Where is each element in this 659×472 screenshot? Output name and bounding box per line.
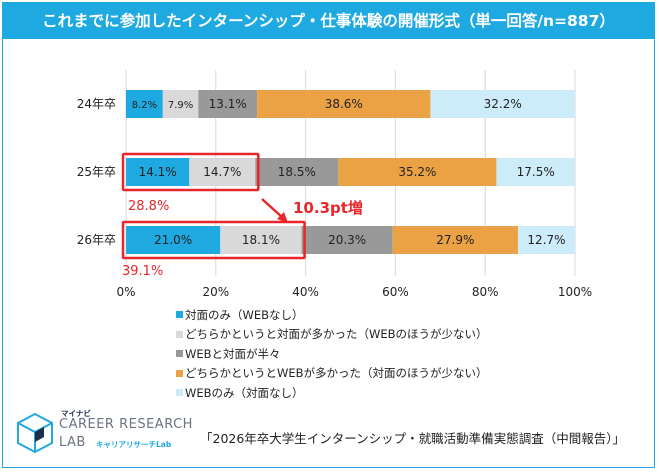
bar-segment	[126, 90, 163, 118]
legend-swatch	[176, 330, 183, 338]
logo-line2: LAB	[59, 435, 86, 450]
logo-subtitle: キャリアリサーチLab	[96, 440, 172, 449]
bar-segment	[162, 90, 199, 118]
x-tick-label: 40%	[292, 285, 319, 299]
data-label: 35.2%	[398, 165, 436, 179]
x-tick-label: 60%	[382, 285, 409, 299]
bar-segment	[430, 90, 575, 118]
bar-segment	[517, 226, 575, 254]
legend-swatch	[176, 389, 183, 397]
bar-segment	[392, 226, 518, 254]
legend-item: どちらかというと対面が多かった（WEBのほうが少ない）	[176, 325, 488, 345]
source-citation: 「2026年卒大学生インターンシップ・就職活動準備実態調査（中間報告）」	[200, 431, 625, 446]
legend-item: WEBのみ（対面なし）	[176, 383, 488, 403]
data-label: 13.1%	[209, 97, 247, 111]
legend-swatch	[176, 369, 183, 377]
legend-item: どちらかというとWEBが多かった（対面のほうが少ない）	[176, 364, 488, 384]
increase-label: 10.3pt増	[293, 199, 363, 217]
category-label: 24年卒	[77, 97, 116, 111]
highlight-box	[121, 220, 306, 260]
logo: マイナビ CAREER RESEARCH LAB キャリアリサーチLab	[14, 408, 214, 460]
legend-item: 対面のみ（WEBなし）	[176, 305, 488, 325]
increase-arrow	[261, 198, 284, 219]
increase-arrowhead	[277, 212, 288, 223]
bar-segment	[301, 226, 393, 254]
legend-label: WEBのみ（対面なし）	[185, 385, 304, 400]
legend-label: どちらかというと対面が多かった（WEBのほうが少ない）	[185, 327, 488, 342]
data-label: 18.5%	[278, 165, 316, 179]
category-label: 25年卒	[77, 165, 116, 179]
category-label: 26年卒	[77, 233, 116, 247]
bar-segment	[338, 158, 497, 186]
highlight-box	[121, 152, 260, 192]
data-label: 14.7%	[203, 165, 241, 179]
data-label: 27.9%	[436, 233, 474, 247]
bar-segment	[220, 226, 302, 254]
cube-logo-icon	[17, 412, 53, 454]
data-label: 18.1%	[242, 233, 280, 247]
x-tick-label: 80%	[472, 285, 499, 299]
x-tick-label: 20%	[202, 285, 229, 299]
legend-swatch	[176, 350, 183, 358]
legend-label: どちらかというとWEBが多かった（対面のほうが少ない）	[185, 366, 488, 381]
stacked-bar-chart: 0% 20% 40% 60% 80% 100% 24年卒 8.2% 7.9% 13.1% 38.6%…	[77, 70, 592, 299]
bar-segment	[198, 90, 258, 118]
chart-title: これまでに参加したインターンシップ・仕事体験の開催形式（単一回答/n=887）	[3, 3, 654, 39]
data-label: 21.0%	[154, 233, 192, 247]
bar-segment	[126, 226, 221, 254]
legend-swatch	[176, 311, 183, 319]
bar-segment	[496, 158, 575, 186]
sum-label-26: 39.1%	[122, 264, 163, 279]
sum-label-25: 28.8%	[128, 199, 169, 214]
data-label: 12.7%	[527, 233, 565, 247]
x-tick-label: 0%	[116, 285, 135, 299]
x-tick-label: 100%	[558, 285, 592, 299]
logo-line1: CAREER RESEARCH	[59, 417, 193, 432]
data-label: 32.2%	[484, 97, 522, 111]
data-label: 17.5%	[517, 165, 555, 179]
bar-segment	[257, 90, 431, 118]
data-label: 7.9%	[168, 100, 193, 111]
chart-legend: 対面のみ（WEBなし） どちらかというと対面が多かった（WEBのほうが少ない） WE…	[176, 305, 488, 403]
logo-company: マイナビ	[61, 409, 91, 418]
legend-label: 対面のみ（WEBなし）	[185, 307, 304, 322]
bar-segment	[255, 158, 339, 186]
legend-label: WEBと対面が半々	[185, 346, 281, 361]
data-label: 38.6%	[325, 97, 363, 111]
bar-segment	[189, 158, 256, 186]
data-label: 8.2%	[132, 100, 157, 111]
legend-item: WEBと対面が半々	[176, 344, 488, 364]
bar-segment	[126, 158, 190, 186]
data-label: 14.1%	[139, 165, 177, 179]
data-label: 20.3%	[328, 233, 366, 247]
